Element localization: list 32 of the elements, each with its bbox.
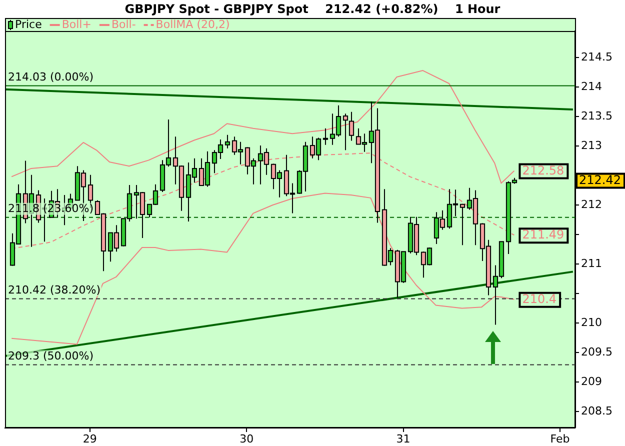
candlestick [224, 134, 230, 149]
ref-line-label: 211.8 (23.60%) [8, 202, 94, 216]
y-tick-label: 211 [581, 256, 602, 270]
x-tick-label: Feb [550, 432, 570, 446]
y-tick-label: 209.5 [581, 345, 612, 358]
candlestick [342, 113, 348, 151]
candlestick [460, 203, 466, 246]
x-tick-label: 30 [240, 432, 254, 446]
y-tick-label: 208.5 [581, 404, 612, 418]
y-tick-label: 214.5 [581, 50, 612, 64]
text: 212.42 [579, 172, 621, 187]
y-tick-label: 213.5 [581, 109, 612, 122]
ref-line-label: 214.03 (0.00%) [8, 70, 94, 84]
y-tick-label: 210 [581, 316, 602, 329]
y-tick-label: 214 [581, 80, 602, 93]
ref-line-label: 209.3 (50.00%) [8, 350, 94, 363]
data-label: 212.58 [522, 163, 564, 178]
candlestick [348, 111, 354, 142]
y-tick-label: 209 [581, 374, 602, 388]
data-label: 211.49 [522, 228, 564, 242]
x-tick-label: 29 [82, 432, 97, 446]
ref-line-label: 210.42 (38.20%) [8, 284, 101, 297]
legend-label: Boll+ [62, 18, 92, 31]
candlestick [322, 128, 328, 146]
x-tick-label: 31 [396, 432, 410, 446]
y-tick-label: 213 [581, 138, 602, 152]
chart-title: GBPJPY Spot - GBPJPY Spot 212.42 (+0.82%) 1 Hour [124, 2, 500, 16]
legend-label: BollMA (20,2) [156, 18, 230, 31]
y-tick-label: 212 [581, 198, 602, 211]
data-label: 210.4 [522, 292, 557, 306]
legend-label: Boll- [111, 18, 136, 31]
legend-label: Price [15, 18, 42, 31]
